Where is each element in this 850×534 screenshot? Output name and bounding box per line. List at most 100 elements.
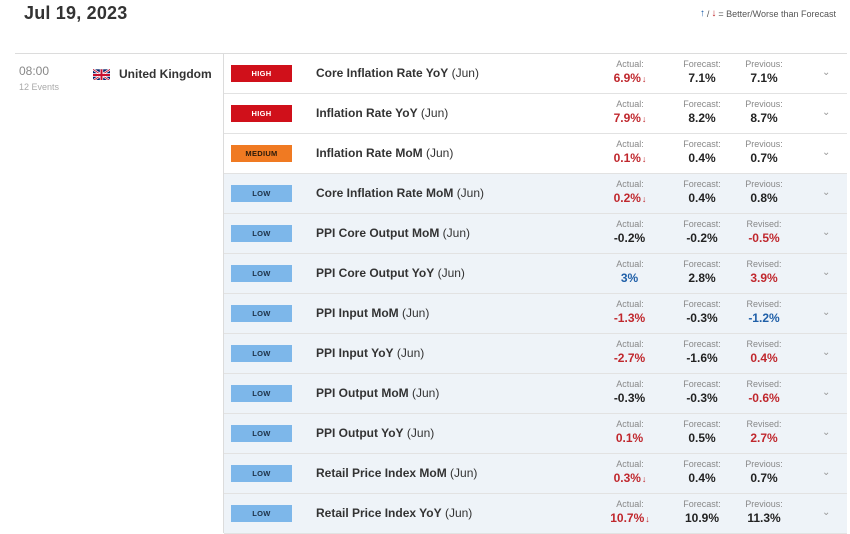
forecast-cell: Forecast: 0.5% [672, 419, 732, 446]
previous-cell: Revised: -0.5% [734, 219, 794, 246]
actual-number: -0.3% [613, 391, 646, 405]
event-name[interactable]: Retail Price Index MoM (Jun) [316, 466, 477, 480]
impact-badge: LOW [231, 425, 292, 442]
forecast-cell: Forecast: 7.1% [672, 59, 732, 86]
actual-number: 0.2% [613, 191, 641, 205]
event-period: (Jun) [396, 346, 425, 360]
worse-arrow-icon: ↓ [641, 154, 647, 164]
actual-value: 7.9%↓ [600, 110, 660, 127]
forecast-label: Forecast: [683, 499, 721, 509]
actual-cell: Actual: 0.1% [600, 419, 660, 447]
previous-value: 2.7% [750, 431, 778, 445]
previous-value: 8.7% [750, 111, 778, 125]
chevron-down-icon[interactable]: ⌄ [822, 227, 831, 238]
chevron-down-icon[interactable]: ⌄ [822, 67, 831, 78]
event-row[interactable]: LOW Core Inflation Rate MoM (Jun) Actual… [224, 174, 847, 214]
event-name[interactable]: PPI Input MoM (Jun) [316, 306, 429, 320]
worse-arrow-icon: ↓ [641, 74, 647, 84]
actual-cell: Actual: 0.1%↓ [600, 139, 660, 167]
previous-label: Revised: [746, 339, 782, 349]
forecast-cell: Forecast: -0.2% [672, 219, 732, 246]
event-name[interactable]: PPI Core Output MoM (Jun) [316, 226, 470, 240]
chevron-down-icon[interactable]: ⌄ [822, 387, 831, 398]
actual-label: Actual: [616, 99, 644, 109]
forecast-cell: Forecast: 0.4% [672, 139, 732, 166]
actual-number: 3% [620, 271, 639, 285]
actual-number: -2.7% [613, 351, 646, 365]
forecast-value: 2.8% [688, 271, 716, 285]
event-name[interactable]: PPI Output YoY (Jun) [316, 426, 434, 440]
event-name[interactable]: Core Inflation Rate YoY (Jun) [316, 66, 479, 80]
previous-value: 11.3% [747, 511, 781, 525]
event-row[interactable]: HIGH Core Inflation Rate YoY (Jun) Actua… [224, 54, 847, 94]
actual-label: Actual: [616, 499, 644, 509]
chevron-down-icon[interactable]: ⌄ [822, 427, 831, 438]
chevron-down-icon[interactable]: ⌄ [822, 107, 831, 118]
event-name[interactable]: PPI Input YoY (Jun) [316, 346, 424, 360]
actual-number: 0.1% [615, 431, 644, 445]
event-period: (Jun) [456, 186, 485, 200]
previous-label: Revised: [746, 419, 782, 429]
actual-label: Actual: [616, 299, 644, 309]
impact-badge: LOW [231, 185, 292, 202]
event-name[interactable]: Core Inflation Rate MoM (Jun) [316, 186, 484, 200]
chevron-down-icon[interactable]: ⌄ [822, 467, 831, 478]
previous-cell: Previous: 8.7% [734, 99, 794, 126]
event-row[interactable]: HIGH Inflation Rate YoY (Jun) Actual: 7.… [224, 94, 847, 134]
previous-cell: Revised: -1.2% [734, 299, 794, 326]
event-time: 08:00 [19, 64, 50, 78]
previous-label: Previous: [745, 499, 783, 509]
better-arrow-icon: ↑ [699, 8, 705, 19]
impact-badge: MEDIUM [231, 145, 292, 162]
event-row[interactable]: LOW PPI Output YoY (Jun) Actual: 0.1% Fo… [224, 414, 847, 454]
forecast-cell: Forecast: 0.4% [672, 459, 732, 486]
forecast-label: Forecast: [683, 339, 721, 349]
actual-value: 0.1%↓ [600, 150, 660, 167]
event-name[interactable]: Inflation Rate YoY (Jun) [316, 106, 448, 120]
event-period: (Jun) [406, 426, 435, 440]
event-name[interactable]: Inflation Rate MoM (Jun) [316, 146, 453, 160]
impact-badge: LOW [231, 345, 292, 362]
event-name[interactable]: PPI Output MoM (Jun) [316, 386, 439, 400]
event-row[interactable]: LOW PPI Input MoM (Jun) Actual: -1.3% Fo… [224, 294, 847, 334]
previous-cell: Revised: 0.4% [734, 339, 794, 366]
forecast-value: -1.6% [686, 351, 718, 365]
previous-cell: Previous: 7.1% [734, 59, 794, 86]
previous-label: Revised: [746, 259, 782, 269]
actual-label: Actual: [616, 379, 644, 389]
event-row[interactable]: LOW PPI Input YoY (Jun) Actual: -2.7% Fo… [224, 334, 847, 374]
previous-label: Revised: [746, 219, 782, 229]
event-name[interactable]: PPI Core Output YoY (Jun) [316, 266, 465, 280]
event-period: (Jun) [450, 466, 478, 480]
chevron-down-icon[interactable]: ⌄ [822, 147, 831, 158]
previous-cell: Revised: -0.6% [734, 379, 794, 406]
previous-cell: Previous: 0.7% [734, 459, 794, 486]
event-row[interactable]: LOW PPI Output MoM (Jun) Actual: -0.3% F… [224, 374, 847, 414]
previous-value: -0.5% [748, 231, 780, 245]
event-title: Retail Price Index YoY [316, 506, 442, 520]
event-name[interactable]: Retail Price Index YoY (Jun) [316, 506, 472, 520]
event-row[interactable]: LOW PPI Core Output MoM (Jun) Actual: -0… [224, 214, 847, 254]
event-period: (Jun) [402, 306, 430, 320]
chevron-down-icon[interactable]: ⌄ [822, 187, 831, 198]
chevron-down-icon[interactable]: ⌄ [822, 507, 831, 518]
event-row[interactable]: LOW PPI Core Output YoY (Jun) Actual: 3%… [224, 254, 847, 294]
event-row[interactable]: LOW Retail Price Index MoM (Jun) Actual:… [224, 454, 847, 494]
event-title: PPI Output MoM [316, 386, 409, 400]
chevron-down-icon[interactable]: ⌄ [822, 307, 831, 318]
event-title: Core Inflation Rate MoM [316, 186, 454, 200]
actual-number: -1.3% [613, 311, 646, 325]
previous-value: -1.2% [748, 311, 780, 325]
event-row[interactable]: MEDIUM Inflation Rate MoM (Jun) Actual: … [224, 134, 847, 174]
event-rows: HIGH Core Inflation Rate YoY (Jun) Actua… [224, 54, 847, 534]
previous-label: Previous: [745, 59, 783, 69]
previous-cell: Previous: 0.7% [734, 139, 794, 166]
forecast-cell: Forecast: 8.2% [672, 99, 732, 126]
impact-badge: LOW [231, 305, 292, 322]
chevron-down-icon[interactable]: ⌄ [822, 267, 831, 278]
country-name: United Kingdom [119, 67, 212, 81]
actual-value: 3% [600, 270, 660, 287]
event-row[interactable]: LOW Retail Price Index YoY (Jun) Actual:… [224, 494, 847, 534]
actual-label: Actual: [616, 419, 644, 429]
chevron-down-icon[interactable]: ⌄ [822, 347, 831, 358]
